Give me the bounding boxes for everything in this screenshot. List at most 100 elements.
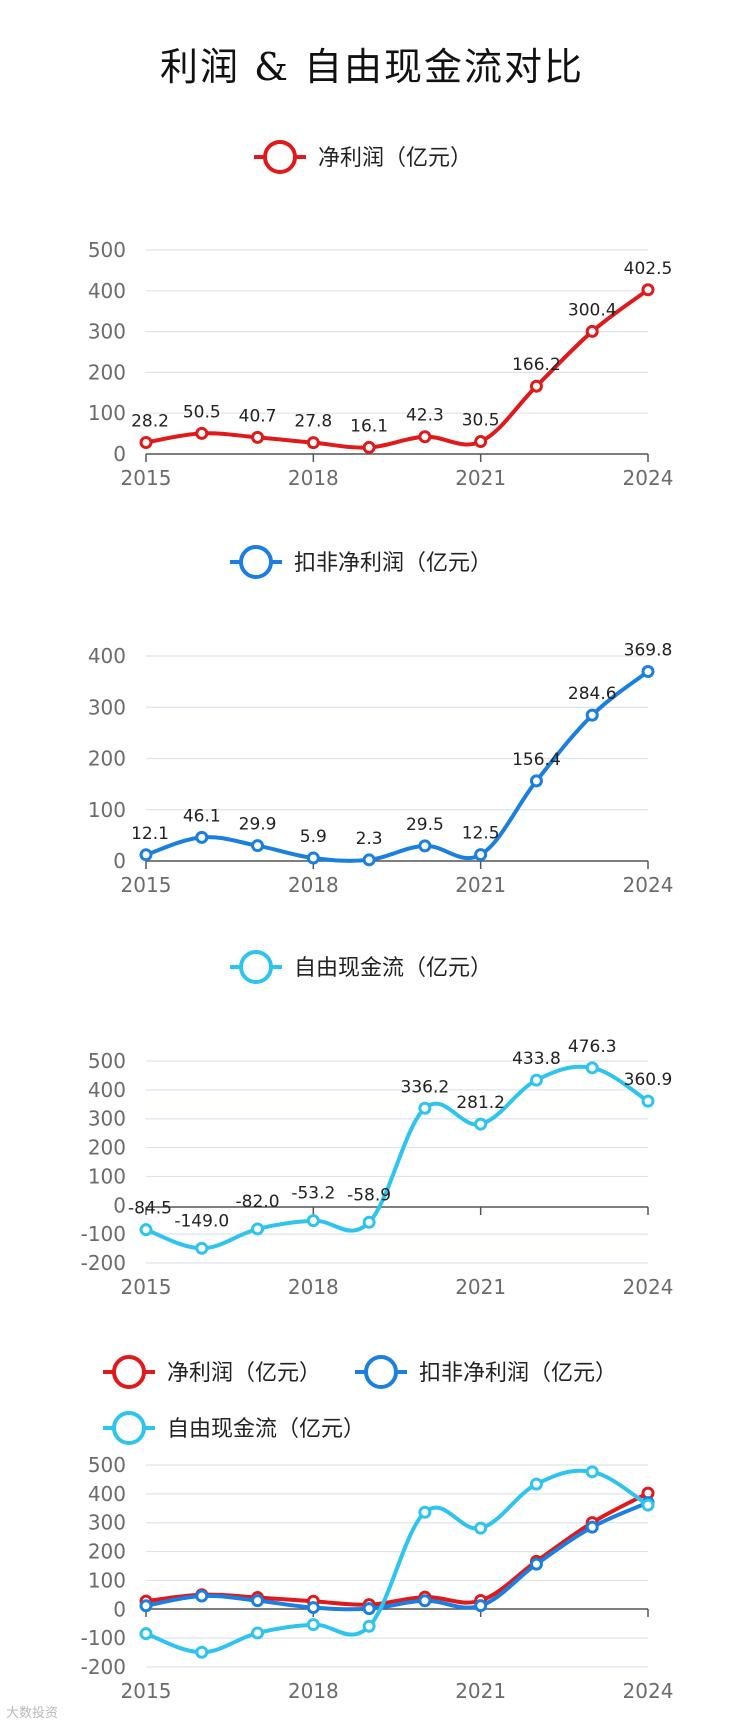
data-point [362, 1602, 376, 1616]
y-tick-label: 500 [88, 1453, 126, 1477]
data-label: 28.2 [131, 411, 169, 431]
data-label: -53.2 [291, 1184, 335, 1204]
legend-marker [263, 140, 297, 174]
x-tick-label: 2021 [455, 1679, 506, 1703]
y-tick-label: 0 [113, 1193, 126, 1217]
y-tick-label: 100 [88, 798, 126, 822]
data-point [585, 1520, 599, 1534]
y-tick-label: 500 [88, 238, 126, 262]
data-point [195, 830, 209, 844]
x-tick-label: 2015 [121, 1275, 172, 1299]
x-tick-label: 2021 [455, 466, 506, 490]
data-point [529, 774, 543, 788]
y-tick-label: -100 [81, 1626, 126, 1650]
data-point [195, 1645, 209, 1659]
data-point [306, 851, 320, 865]
data-point [251, 430, 265, 444]
data-point [418, 430, 432, 444]
legend-item: 净利润（亿元） [103, 1355, 321, 1389]
y-tick-label: -200 [81, 1251, 126, 1275]
x-tick-label: 2015 [121, 466, 172, 490]
data-label: 27.8 [294, 412, 332, 432]
data-point [195, 1589, 209, 1603]
y-tick-label: 0 [113, 442, 126, 466]
x-tick-label: 2018 [288, 873, 339, 897]
y-tick-label: 200 [88, 1540, 126, 1564]
data-point [139, 1223, 153, 1237]
y-tick-label: 400 [88, 1078, 126, 1102]
data-point [474, 1521, 488, 1535]
data-point [251, 1626, 265, 1640]
y-tick-label: 400 [88, 279, 126, 303]
data-point [362, 440, 376, 454]
series-line [144, 669, 650, 863]
data-label: -82.0 [236, 1192, 280, 1212]
data-point [251, 1594, 265, 1608]
data-label: 29.5 [406, 815, 444, 835]
data-point [418, 1505, 432, 1519]
data-point [195, 426, 209, 440]
data-label: 433.8 [512, 1049, 561, 1069]
series-line [144, 1500, 650, 1612]
x-tick-label: 2015 [121, 1679, 172, 1703]
x-tick-label: 2024 [623, 1679, 674, 1703]
data-point [362, 1215, 376, 1229]
chart-3: 自由现金流（亿元） -200 -100 0 100 200 300 400 500 2015 201… [81, 950, 673, 1299]
legend-label: 净利润（亿元） [318, 146, 472, 171]
data-point [585, 1061, 599, 1075]
data-point [641, 283, 655, 297]
data-label: 40.7 [239, 406, 277, 426]
y-tick-label: 400 [88, 1482, 126, 1506]
data-point [474, 435, 488, 449]
legend-label: 净利润（亿元） [167, 1361, 321, 1386]
x-tick-label: 2021 [455, 873, 506, 897]
legend-marker [239, 545, 273, 579]
data-point [418, 1101, 432, 1115]
data-point [641, 664, 655, 678]
x-tick-label: 2015 [121, 873, 172, 897]
data-label: 50.5 [183, 402, 221, 422]
y-tick-label: -100 [81, 1222, 126, 1246]
data-point [585, 708, 599, 722]
chart-2: 扣非净利润（亿元） 0 100 200 300 400 2015 2018 2021 2024 12… [88, 545, 674, 897]
data-label: 166.2 [512, 355, 561, 375]
legend-marker [239, 950, 273, 984]
data-label: 12.1 [131, 824, 169, 844]
x-tick-label: 2018 [288, 466, 339, 490]
series-line [144, 287, 650, 450]
data-point [362, 853, 376, 867]
data-point [251, 839, 265, 853]
watermark-text: 大数投资 [6, 1706, 59, 1721]
data-label: -149.0 [174, 1211, 229, 1231]
y-tick-label: 300 [88, 1511, 126, 1535]
data-label: 476.3 [568, 1037, 617, 1057]
data-label: 2.3 [356, 829, 383, 849]
y-tick-label: 400 [88, 644, 126, 668]
data-point [306, 436, 320, 450]
data-point [139, 848, 153, 862]
legend-marker [112, 1355, 146, 1389]
series-line [144, 1468, 650, 1655]
legend-item: 自由现金流（亿元） [230, 950, 492, 984]
x-tick-label: 2021 [455, 1275, 506, 1299]
x-tick-label: 2018 [288, 1275, 339, 1299]
x-tick-label: 2024 [623, 873, 674, 897]
data-point [139, 1599, 153, 1613]
legend-label: 自由现金流（亿元） [167, 1417, 365, 1442]
y-tick-label: 300 [88, 695, 126, 719]
data-point [306, 1601, 320, 1615]
series-line [144, 1491, 650, 1607]
data-label: -84.5 [128, 1199, 172, 1219]
legend-label: 扣非净利润（亿元） [294, 551, 492, 576]
data-point [585, 1465, 599, 1479]
page-title: 利润 & 自由现金流对比 [160, 45, 584, 89]
data-point [529, 379, 543, 393]
data-label: 30.5 [462, 411, 500, 431]
data-point [139, 1627, 153, 1641]
y-tick-label: 200 [88, 360, 126, 384]
data-label: -58.9 [347, 1185, 391, 1205]
y-tick-label: 300 [88, 1107, 126, 1131]
data-point [306, 1214, 320, 1228]
data-point [529, 1557, 543, 1571]
y-tick-label: -200 [81, 1655, 126, 1679]
